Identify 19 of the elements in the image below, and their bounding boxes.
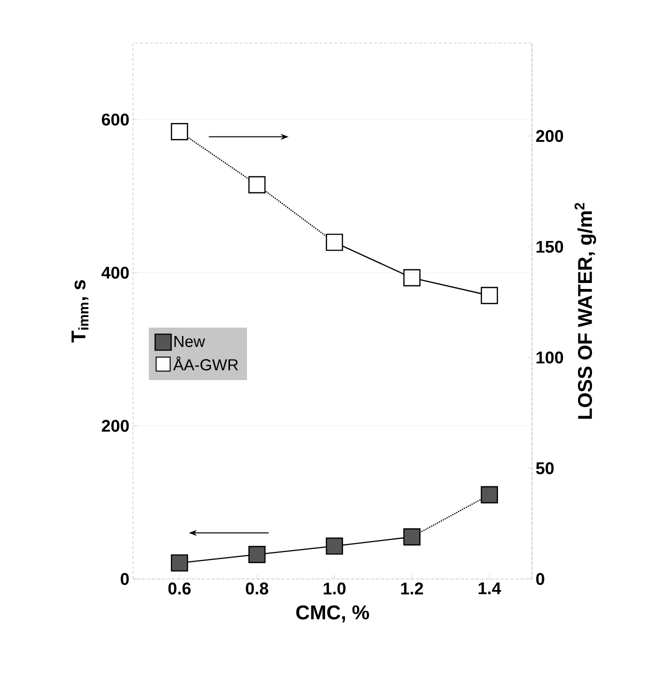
x-tick-label: 1.4: [478, 582, 502, 594]
y-tick-label: 600: [102, 114, 129, 126]
y2-tick-label: 0: [536, 573, 544, 585]
y-tick-label: 400: [101, 266, 129, 279]
x-tick-label: 0.8: [246, 582, 268, 595]
x-tick-label: 0.6: [168, 582, 191, 595]
x-axis-title: CMC, %: [296, 605, 370, 622]
y2-tick-label: 150: [536, 240, 564, 253]
y-tick-label: 0: [120, 573, 129, 585]
y2-tick-label: 50: [536, 462, 554, 474]
y2-axis-title: LOSS OF WATER, g/m$^{2}$: [574, 202, 596, 419]
legend-label: New: [174, 336, 206, 348]
legend-label: ÅA-GWR: [173, 356, 238, 370]
y-axis-title: T$_{imm}$, s: [72, 280, 88, 343]
x-tick-label: 1.2: [401, 582, 424, 594]
y2-tick-label: 200: [536, 130, 564, 142]
x-tick-label: 1.0: [324, 582, 346, 595]
y-tick-label: 200: [102, 420, 129, 432]
y2-tick-label: 100: [536, 352, 564, 364]
